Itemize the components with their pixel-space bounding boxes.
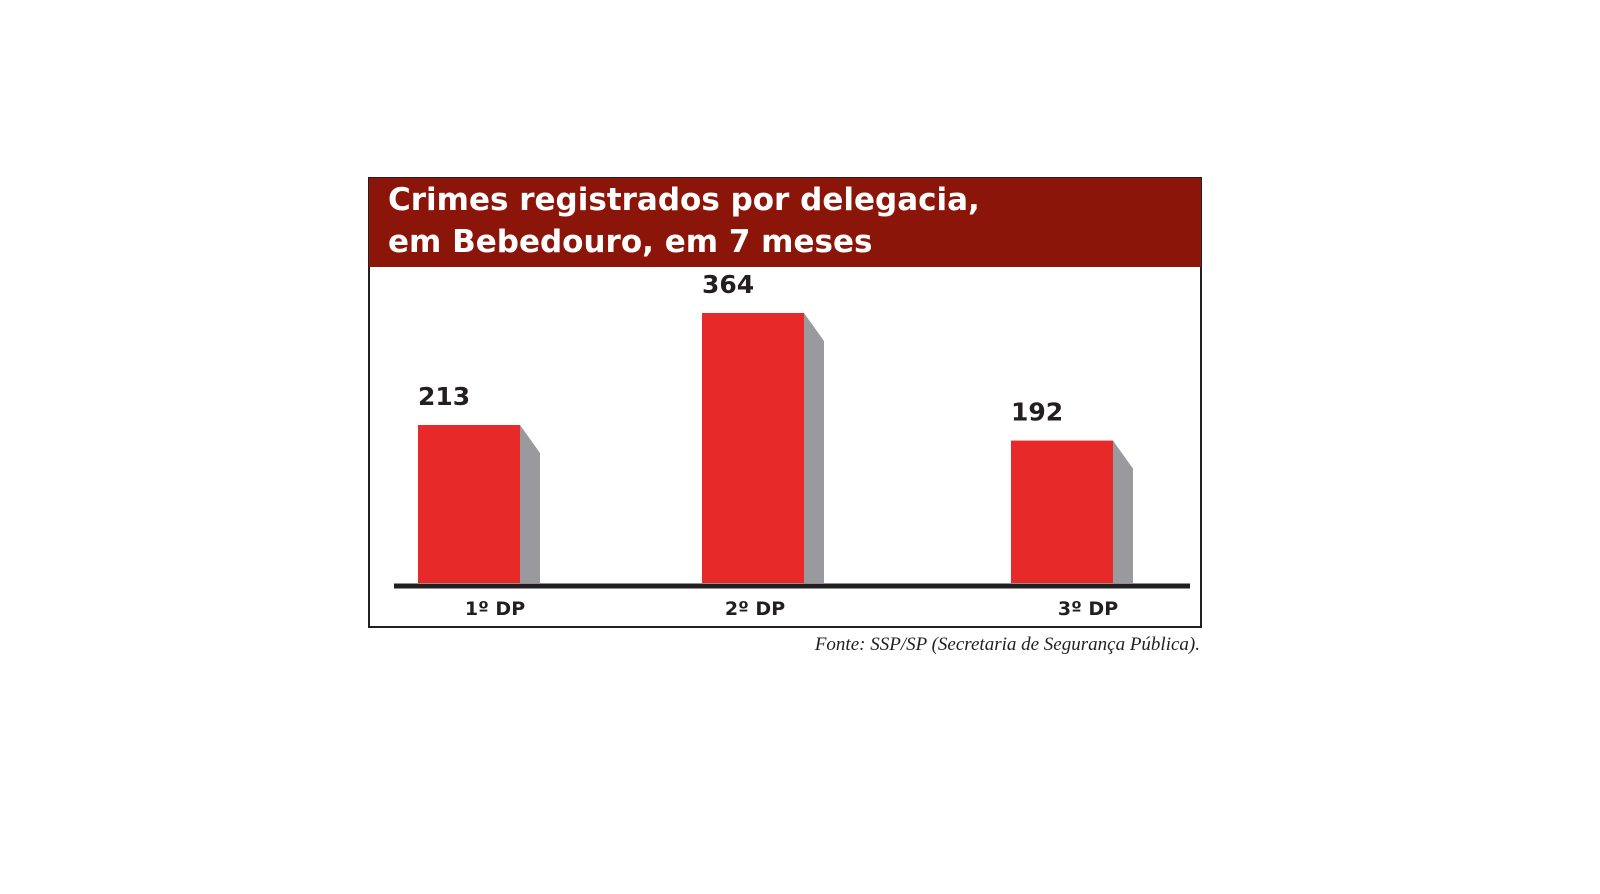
value-label: 364: [702, 270, 754, 299]
bar: [418, 425, 520, 583]
x-tick-label: 2º DP: [725, 598, 785, 620]
source-note: Fonte: SSP/SP (Secretaria de Segurança P…: [814, 634, 1200, 655]
bar-side: [804, 313, 824, 583]
value-label: 213: [418, 382, 470, 411]
chart-title: Crimes registrados por delegacia,: [388, 182, 980, 218]
bar: [1011, 440, 1113, 583]
bar: [702, 313, 804, 583]
header-band: [369, 178, 1201, 267]
bar-side: [1113, 440, 1133, 583]
x-tick-label: 1º DP: [465, 598, 525, 620]
bar-side: [520, 425, 540, 583]
x-tick-label: 3º DP: [1058, 598, 1118, 620]
chart-title: em Bebedouro, em 7 meses: [388, 224, 872, 260]
value-label: 192: [1011, 398, 1063, 427]
